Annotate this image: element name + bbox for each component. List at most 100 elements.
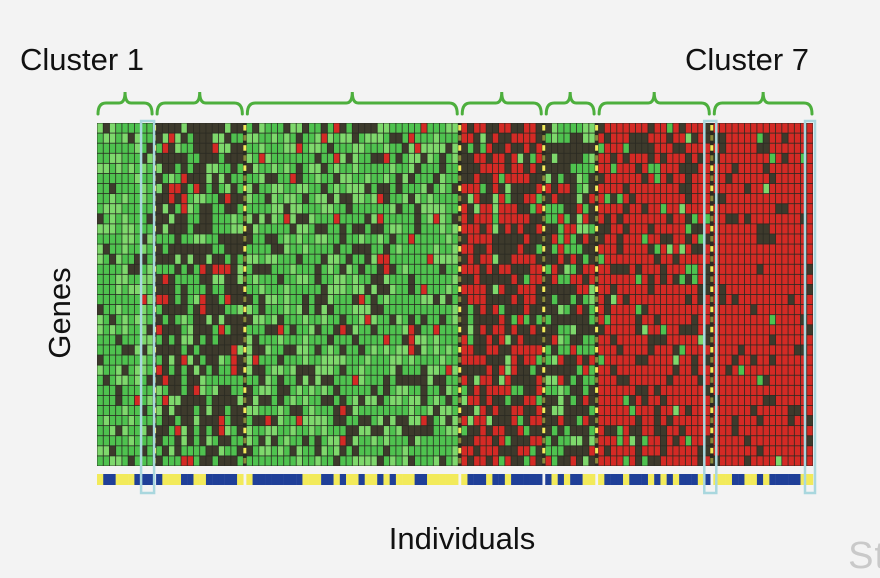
heatmap-cell — [200, 274, 206, 285]
heatmap-cell — [769, 123, 776, 133]
heatmap-cell — [782, 274, 788, 285]
heatmap-cell — [265, 183, 271, 194]
cluster-separator-dash — [710, 336, 714, 343]
heatmap-cell — [284, 345, 290, 355]
cluster-separator-dash — [243, 195, 247, 202]
heatmap-cell — [732, 304, 738, 315]
heatmap-cell — [536, 234, 542, 244]
heatmap-cell — [642, 153, 648, 163]
heatmap-cell — [642, 204, 648, 214]
heatmap-cell — [499, 274, 505, 285]
annotation-strip-cell — [445, 474, 453, 485]
heatmap-cell — [570, 345, 577, 355]
heatmap-cell — [505, 345, 511, 355]
heatmap-cell — [467, 325, 474, 335]
heatmap-cell — [763, 284, 769, 295]
heatmap-cell — [800, 163, 807, 174]
heatmap-cell — [109, 405, 116, 416]
heatmap-cell — [346, 426, 352, 436]
heatmap-cell — [206, 264, 212, 274]
heatmap-cell — [452, 345, 458, 355]
heatmap-cell — [427, 385, 433, 395]
heatmap-cell — [309, 163, 315, 174]
heatmap-cell — [116, 264, 122, 274]
heatmap-cell — [346, 446, 352, 456]
heatmap-cell — [570, 244, 577, 254]
heatmap-cell — [103, 415, 110, 426]
heatmap-cell — [259, 365, 265, 375]
heatmap-cell — [390, 183, 396, 194]
heatmap-cell — [352, 375, 359, 385]
cluster-separator-dash — [542, 225, 546, 232]
heatmap-cell — [421, 294, 427, 305]
heatmap-cell — [116, 304, 122, 315]
annotation-strip-cell — [775, 474, 783, 485]
heatmap-cell — [648, 264, 654, 274]
heatmap-cell — [147, 456, 153, 466]
heatmap-cell — [225, 436, 231, 446]
heatmap-cell — [212, 234, 219, 244]
heatmap-cell — [290, 284, 296, 295]
heatmap-cell — [679, 436, 685, 446]
heatmap-cell — [744, 294, 751, 305]
cluster-separator-dash — [542, 266, 546, 272]
heatmap-cell — [794, 133, 801, 143]
heatmap-cell — [446, 173, 452, 184]
heatmap-cell — [751, 446, 757, 456]
heatmap-cell — [237, 335, 243, 345]
heatmap-cell — [103, 304, 110, 315]
heatmap-cell — [206, 224, 212, 234]
heatmap-cell — [433, 254, 440, 264]
heatmap-cell — [511, 456, 517, 466]
heatmap-cell — [732, 365, 738, 375]
heatmap-cell — [212, 375, 219, 385]
heatmap-cell — [259, 143, 265, 153]
heatmap-cell — [673, 163, 679, 174]
heatmap-cell — [377, 335, 384, 345]
heatmap-cell — [598, 335, 604, 345]
heatmap-cell — [156, 395, 162, 406]
heatmap-cell — [296, 415, 303, 426]
cluster-separator-dash — [595, 377, 599, 383]
heatmap-cell — [321, 355, 327, 365]
heatmap-cell — [246, 395, 253, 406]
heatmap-cell — [660, 143, 667, 153]
heatmap-cell — [346, 456, 352, 466]
heatmap-cell — [352, 426, 359, 436]
heatmap-cell — [480, 224, 486, 234]
heatmap-cell — [545, 304, 552, 315]
heatmap-cell — [769, 405, 776, 416]
heatmap-cell — [800, 153, 807, 163]
cluster-separator-dash — [458, 135, 462, 141]
heatmap-cell — [738, 143, 745, 153]
heatmap-cell — [358, 214, 365, 224]
heatmap-cell — [673, 274, 679, 285]
heatmap-cell — [296, 405, 303, 416]
heatmap-cell — [685, 244, 692, 254]
heatmap-cell — [635, 294, 642, 305]
heatmap-cell — [536, 345, 542, 355]
cluster-separator-dash — [458, 346, 462, 353]
heatmap-cell — [212, 173, 219, 184]
heatmap-cell — [97, 345, 103, 355]
heatmap-cell — [327, 365, 334, 375]
heatmap-cell — [679, 264, 685, 274]
heatmap-cell — [352, 365, 359, 375]
heatmap-cell — [499, 224, 505, 234]
heatmap-cell — [327, 355, 334, 365]
heatmap-cell — [610, 183, 617, 194]
heatmap-cell — [598, 194, 604, 204]
heatmap-cell — [321, 183, 327, 194]
heatmap-cell — [231, 244, 237, 254]
heatmap-cell — [141, 456, 147, 466]
cluster-separator-dash — [243, 316, 247, 323]
heatmap-cell — [377, 405, 384, 416]
heatmap-cell — [788, 183, 794, 194]
annotation-strip-cell — [517, 474, 524, 485]
heatmap-cell — [290, 355, 296, 365]
heatmap-cell — [302, 315, 309, 325]
heatmap-cell — [511, 244, 517, 254]
heatmap-cell — [788, 294, 794, 305]
heatmap-cell — [474, 304, 480, 315]
heatmap-cell — [141, 274, 147, 285]
